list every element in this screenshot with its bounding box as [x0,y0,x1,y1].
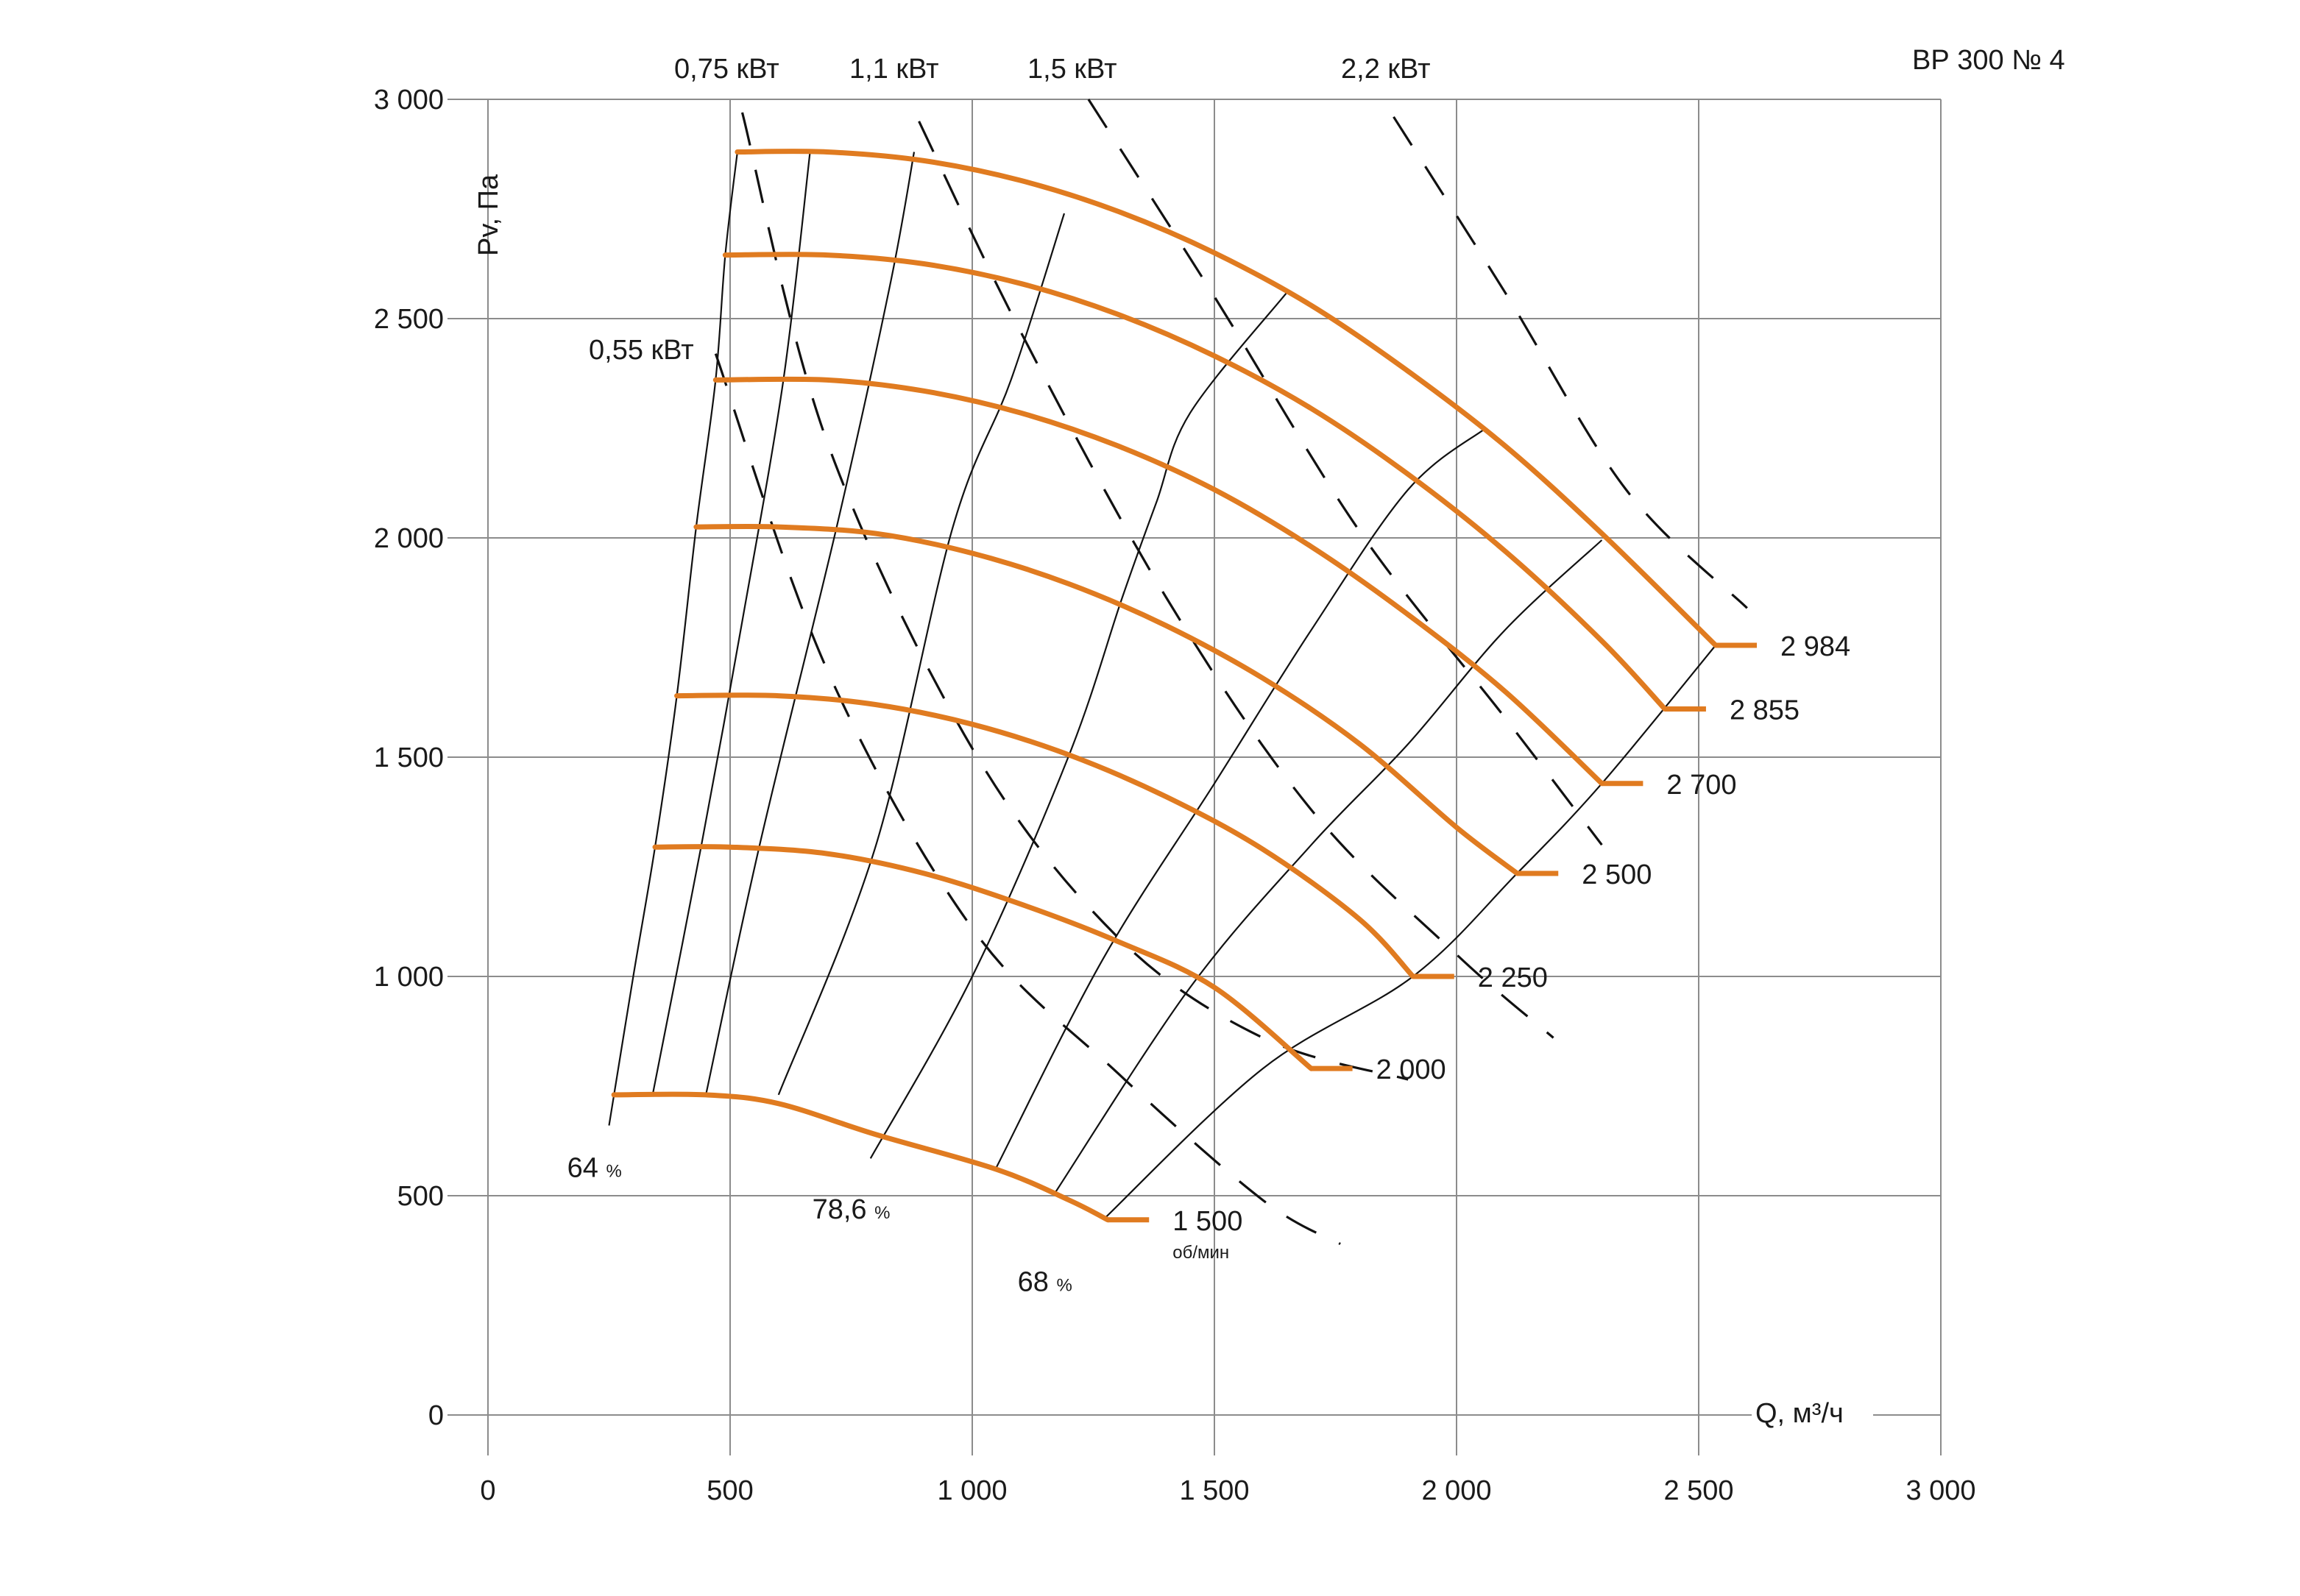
speed-label: 2 000 [1376,1054,1446,1085]
power-lines [714,99,1748,1245]
power-line [1393,116,1748,609]
power-line [714,353,1341,1245]
x-axis-title-backdrop [1752,1391,1873,1435]
chart-title: ВР 300 № 4 [1912,45,2065,76]
y-tick-label: 2 500 [374,304,444,335]
speed-label: 2 500 [1582,859,1652,890]
y-tick-label: 500 [397,1181,444,1212]
fan-curve-series [674,692,1416,979]
fan-curve-series [611,1091,1111,1223]
efficiency-line [1102,645,1716,1221]
efficiency-line [705,152,916,1096]
y-tick-label: 1 000 [374,962,444,993]
efficiency-line [777,213,1066,1096]
power-line [918,121,1554,1039]
x-tick-label: 500 [707,1475,753,1506]
grid: 0 500 1 000 1 500 2 000 2 500 3 000 0 500 1 000 1 … [374,85,1976,1506]
efficiency-line [995,428,1487,1168]
x-tick-label: 1 500 [1179,1475,1249,1506]
speed-label: 2 250 [1478,962,1548,993]
speed-label: 2 855 [1730,695,1800,726]
efficiency-line [1053,539,1603,1194]
x-axis-title: Q, м³/ч [1755,1398,1844,1429]
power-label-1-5: 1,5 кВт [1027,54,1117,85]
power-line [740,112,1409,1081]
efficiency-line [608,152,738,1126]
speed-label: 2 984 [1780,631,1850,662]
fan-curve-series [712,376,1604,787]
efficiency-lines: 64 % 78,6 % 68 % [567,152,1716,1297]
x-tick-label: 0 [480,1475,495,1506]
efficiency-label: 68 % [1018,1266,1072,1297]
efficiency-line [651,152,811,1096]
power-label-0-75: 0,75 кВт [674,54,779,85]
fan-curve-series [722,252,1668,712]
y-tick-label: 3 000 [374,85,444,116]
speed-unit-label: об/мин [1172,1243,1229,1263]
y-tick-label: 2 000 [374,523,444,554]
efficiency-label: 78,6 % [813,1194,891,1225]
fan-curve-series [693,523,1520,876]
power-label-1-1: 1,1 кВт [849,54,939,85]
x-tick-label: 3 000 [1906,1475,1975,1506]
power-label-2-2: 2,2 кВт [1341,54,1431,85]
fan-curve-series [652,844,1314,1071]
speed-label: 1 500 [1172,1206,1242,1237]
x-tick-label: 2 000 [1421,1475,1491,1506]
fan-curve-series [735,149,1719,648]
fan-curves: 1 500 об/мин 2 000 2 250 2 500 2 700 2 855 2 98… [611,149,1850,1263]
efficiency-line [869,291,1288,1159]
y-tick-label: 0 [428,1400,444,1431]
speed-label: 2 700 [1666,770,1736,801]
x-tick-label: 2 500 [1663,1475,1733,1506]
x-tick-label: 1 000 [937,1475,1007,1506]
power-label-0-55: 0,55 кВт [589,335,694,366]
y-tick-label: 1 500 [374,742,444,773]
y-axis-title: Pv, Па [473,174,504,256]
efficiency-label: 64 % [567,1152,622,1183]
chart-labels: ВР 300 № 4 Pv, Па Q, м³/ч 0,55 кВт 0,75 … [473,45,2065,1435]
power-line [1087,99,1603,846]
